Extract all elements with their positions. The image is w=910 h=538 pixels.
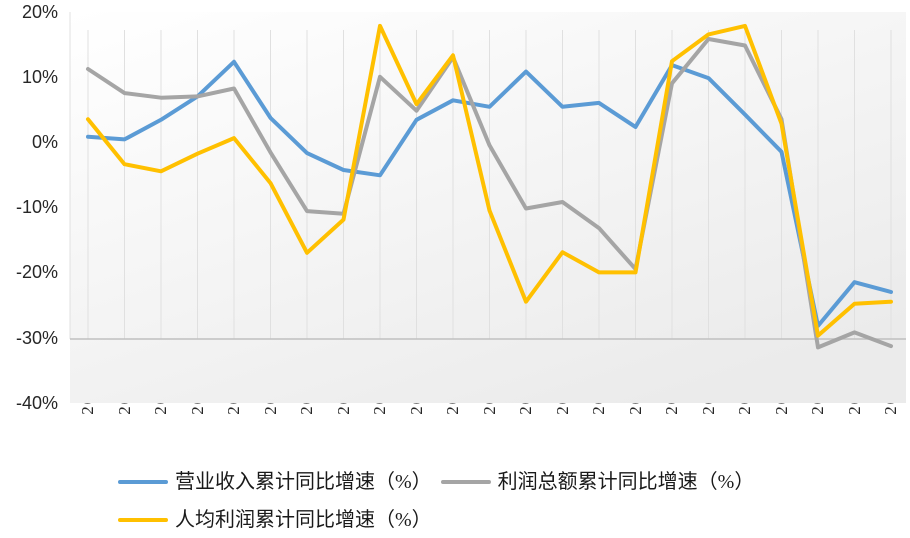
revenue-line-swatch [118, 480, 168, 484]
series-line-2 [86, 23, 893, 338]
y-axis-label: -10% [15, 197, 58, 218]
legend-row-1: 营业收入累计同比增速（%） 利润总额累计同比增速（%） [118, 469, 763, 495]
y-axis-label: 20% [21, 1, 58, 22]
y-axis-label: 10% [21, 66, 58, 87]
legend-label-revenue: 营业收入累计同比增速（%） [175, 471, 432, 493]
y-axis-label: -30% [15, 327, 58, 348]
legend-item-per-capita-profit: 人均利润累计同比增速（%） [118, 507, 432, 533]
total-profit-line-swatch [440, 480, 491, 484]
line-chart-plot [69, 12, 906, 403]
y-axis-label: 0% [31, 132, 58, 152]
legend-row-2: 人均利润累计同比增速（%） [118, 507, 441, 533]
per-capita-profit-line-swatch [118, 518, 168, 522]
legend-item-revenue: 营业收入累计同比增速（%） [118, 469, 432, 495]
y-axis-label: -20% [15, 262, 58, 283]
series-line-0 [86, 59, 893, 328]
legend-item-total-profit: 利润总额累计同比增速（%） [440, 469, 755, 495]
legend-label-per-capita-profit: 人均利润累计同比增速（%） [175, 509, 432, 531]
y-axis-label: -40% [15, 392, 58, 413]
legend-label-total-profit: 利润总额累计同比增速（%） [497, 471, 755, 493]
series-line-1 [86, 37, 893, 350]
